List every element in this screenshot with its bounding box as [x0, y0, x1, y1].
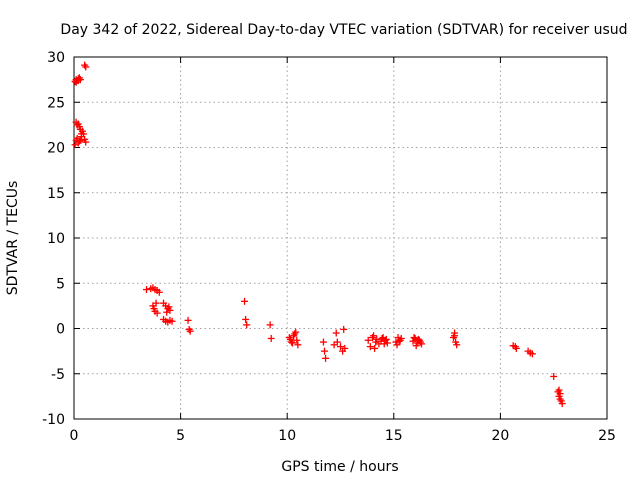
data-point	[184, 316, 192, 324]
data-point	[550, 372, 558, 380]
data-point	[341, 344, 349, 352]
data-point	[393, 341, 401, 349]
data-point	[512, 344, 520, 352]
data-point	[165, 303, 173, 311]
data-point	[556, 390, 564, 398]
y-tick-label: 25	[47, 95, 65, 111]
x-tick-label: 10	[278, 428, 296, 444]
data-point	[416, 338, 424, 346]
y-tick-label: 10	[47, 231, 65, 247]
data-point	[558, 400, 566, 408]
data-point	[152, 299, 160, 307]
data-point	[289, 339, 297, 347]
data-point	[412, 342, 420, 350]
data-points	[71, 61, 566, 408]
data-point	[291, 330, 299, 338]
x-tick-label: 5	[176, 428, 185, 444]
x-tick-label: 15	[385, 428, 403, 444]
data-point	[410, 334, 418, 342]
x-tick-label: 0	[70, 428, 79, 444]
axis-ticks: 0 5 10 15 20 25 -10 -5 0 5 10 15 20 25 30	[42, 50, 616, 444]
data-point	[163, 308, 171, 316]
data-point	[286, 335, 294, 343]
data-point	[81, 135, 89, 143]
data-point	[168, 317, 176, 325]
data-point	[528, 350, 536, 358]
y-tick-label: 5	[56, 276, 65, 292]
data-point	[243, 321, 251, 329]
data-point	[186, 327, 194, 335]
chart-title: Day 342 of 2022, Sidereal Day-to-day VTE…	[60, 22, 627, 38]
data-point	[155, 288, 163, 296]
data-point	[397, 334, 405, 342]
y-axis-label: SDTVAR / TECUs	[5, 181, 21, 296]
data-point	[322, 354, 330, 362]
data-point	[319, 338, 327, 346]
grid	[74, 57, 607, 419]
data-point	[74, 77, 82, 85]
x-tick-label: 25	[598, 428, 616, 444]
data-point	[153, 309, 161, 317]
y-tick-label: 15	[47, 186, 65, 202]
data-point	[382, 335, 390, 343]
data-point	[364, 336, 372, 344]
data-point	[371, 344, 379, 352]
y-tick-label: 30	[47, 50, 65, 66]
data-point	[555, 386, 563, 394]
data-point	[378, 334, 386, 342]
data-point	[321, 347, 329, 355]
data-point	[241, 297, 249, 305]
y-tick-label: -5	[51, 367, 65, 383]
data-point	[451, 332, 459, 340]
data-point	[337, 343, 344, 351]
data-point	[366, 343, 374, 351]
data-point	[242, 315, 250, 323]
data-point	[383, 339, 391, 347]
data-point	[340, 325, 348, 333]
data-point	[332, 329, 340, 337]
data-point	[370, 332, 378, 340]
data-point	[294, 341, 302, 349]
data-point	[293, 336, 301, 344]
data-point	[380, 340, 388, 348]
y-tick-label: -10	[42, 412, 65, 428]
data-point	[453, 341, 461, 349]
data-point	[82, 63, 90, 71]
data-point	[75, 137, 83, 145]
y-tick-label: 0	[56, 322, 65, 338]
x-axis-label: GPS time / hours	[281, 459, 398, 475]
y-tick-label: 20	[47, 141, 65, 157]
data-point	[330, 341, 338, 349]
data-point	[266, 321, 274, 329]
data-point	[373, 335, 381, 343]
data-point	[142, 286, 150, 294]
x-tick-label: 20	[491, 428, 509, 444]
data-point	[411, 334, 419, 342]
data-point	[267, 334, 275, 342]
